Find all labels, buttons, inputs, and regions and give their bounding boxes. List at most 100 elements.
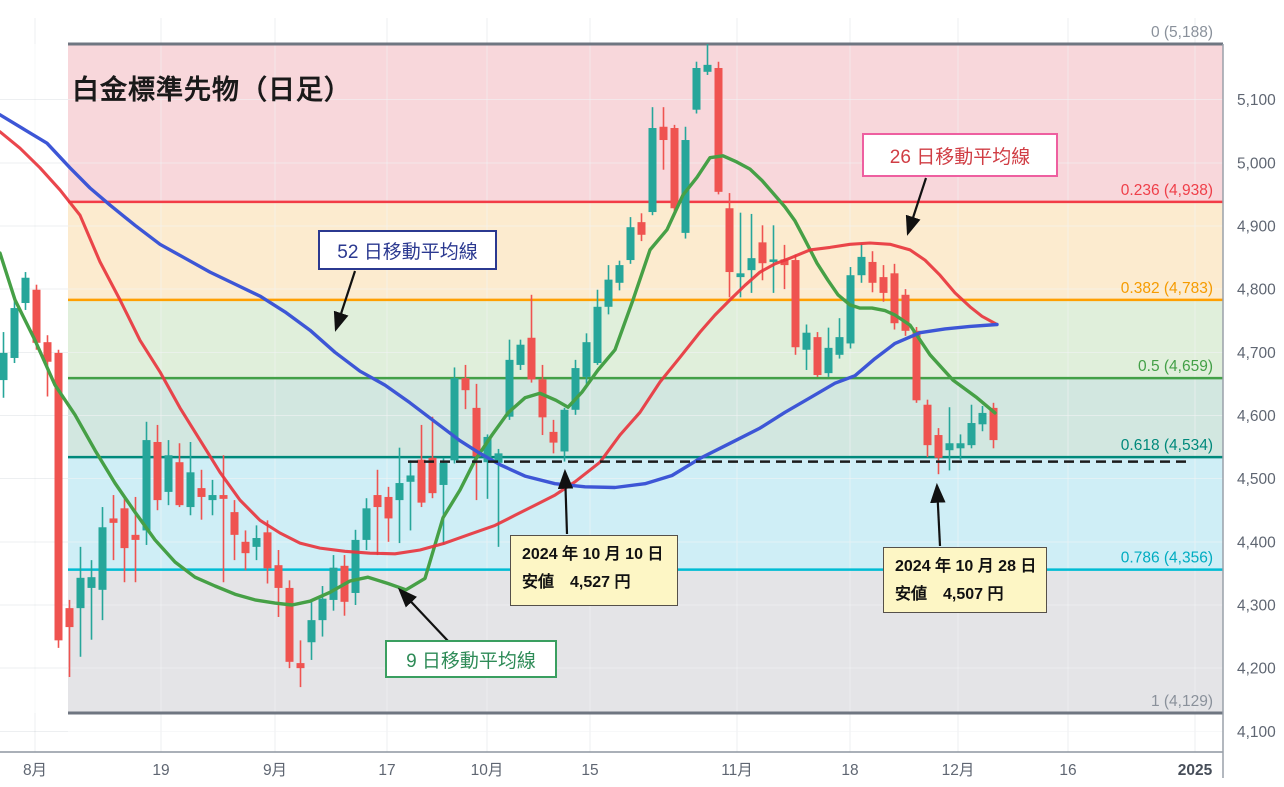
candle-body — [186, 472, 195, 508]
candle-body — [494, 453, 503, 463]
candle-body — [0, 352, 8, 381]
candle-body — [835, 337, 844, 355]
candle-body — [901, 294, 910, 331]
candle-body — [153, 441, 162, 501]
candle-body — [505, 359, 514, 417]
y-tick-label: 4,800 — [1237, 282, 1276, 299]
candle-body — [65, 608, 74, 628]
candle-body — [780, 259, 789, 266]
candle-body — [230, 512, 239, 535]
candle-body — [868, 261, 877, 283]
fib-label: 0.786 (4,356) — [1121, 550, 1213, 567]
annotation-ma9-text: 9 日移動平均線 — [406, 650, 536, 672]
candle-body — [571, 368, 580, 410]
candle-body — [175, 462, 184, 506]
candle-body — [538, 379, 547, 418]
candle-body — [208, 495, 217, 501]
y-tick-label: 4,400 — [1237, 534, 1276, 551]
candle-body — [846, 275, 855, 344]
annotation-ma26-label: 26 日移動平均線 — [862, 133, 1058, 177]
candle-body — [681, 140, 690, 233]
candle-body — [307, 620, 316, 643]
candle-body — [692, 68, 701, 110]
candle-body — [439, 462, 448, 485]
candle-body — [879, 277, 888, 293]
annotation-arrow-ma9 — [397, 587, 449, 642]
annotation-low2-date: 2024 年 10 月 28 日 — [895, 558, 1037, 575]
candle-body — [318, 598, 327, 621]
candle-body — [98, 527, 107, 590]
candle-body — [296, 663, 305, 669]
candle-body — [406, 475, 415, 482]
candle-body — [516, 344, 525, 365]
candle-body — [637, 222, 646, 235]
candle-body — [923, 404, 932, 446]
candle-body — [274, 565, 283, 588]
x-tick-label: 10月 — [471, 762, 504, 779]
y-tick-label: 4,700 — [1237, 345, 1276, 362]
candle-body — [329, 567, 338, 600]
candle-body — [54, 352, 63, 641]
candle-body — [241, 541, 250, 554]
annotation-ma52-label: 52 日移動平均線 — [318, 230, 497, 270]
candle-body — [109, 518, 118, 523]
candle-body — [626, 227, 635, 261]
candle-body — [670, 128, 679, 209]
candle-body — [769, 259, 778, 262]
candle-body — [758, 242, 767, 264]
candle-body — [813, 337, 822, 376]
candle-body — [945, 443, 954, 451]
y-tick-label: 4,600 — [1237, 408, 1276, 425]
candle-body — [164, 455, 173, 492]
candle-body — [351, 539, 360, 593]
candle-body — [989, 407, 998, 441]
annotation-arrow-low1 — [557, 468, 574, 535]
candle-body — [703, 64, 712, 72]
candle-body — [824, 347, 833, 374]
candle-body — [978, 412, 987, 425]
candle-body — [802, 332, 811, 350]
annotation-low1-price: 安値 4,527 円 — [522, 574, 631, 591]
candle-body — [714, 68, 723, 192]
candle-body — [142, 440, 151, 531]
candle-body — [934, 435, 943, 458]
candle-body — [87, 577, 96, 588]
candle-body — [593, 306, 602, 364]
x-tick-label: 19 — [152, 762, 169, 779]
candle-body — [736, 273, 745, 278]
candle-body — [582, 342, 591, 377]
fib-label: 0.236 (4,938) — [1121, 182, 1213, 199]
fib-label: 0.382 (4,783) — [1121, 280, 1213, 297]
fib-label: 0.5 (4,659) — [1138, 358, 1213, 375]
y-tick-label: 4,900 — [1237, 218, 1276, 235]
candle-body — [791, 260, 800, 348]
candle-body — [428, 457, 437, 494]
candle-body — [32, 289, 41, 343]
candle-body — [197, 488, 206, 497]
x-tick-label: 11月 — [721, 762, 753, 779]
candle-body — [395, 483, 404, 501]
x-axis-labels: 8月 19 9月 17 10月 15 11月 18 12月 16 2025 — [23, 762, 1213, 779]
candle-body — [43, 342, 52, 362]
annotation-low-2024-10-28: 2024 年 10 月 28 日 安値 4,507 円 — [883, 547, 1047, 613]
annotation-low-2024-10-10: 2024 年 10 月 10 日 安値 4,527 円 — [510, 535, 678, 606]
annotation-low2-price: 安値 4,507 円 — [895, 586, 1004, 603]
candle-body — [912, 330, 921, 401]
candle-body — [384, 496, 393, 519]
ma-line-26日移動平均線 — [0, 130, 999, 556]
candle-body — [285, 587, 294, 662]
y-tick-label: 5,000 — [1237, 155, 1276, 172]
annotation-ma26-text: 26 日移動平均線 — [889, 146, 1031, 168]
candle-body — [956, 443, 965, 449]
candle-body — [604, 279, 613, 307]
annotation-arrow-ma26 — [905, 177, 928, 236]
annotation-arrow-low2 — [930, 482, 946, 547]
candle-body — [362, 508, 371, 540]
candle-body — [21, 277, 30, 304]
candle-body — [747, 258, 756, 271]
candle-body — [560, 409, 569, 452]
annotation-low1-date: 2024 年 10 月 10 日 — [522, 546, 664, 563]
candle-body — [252, 538, 261, 547]
x-tick-label: 12月 — [942, 762, 975, 779]
